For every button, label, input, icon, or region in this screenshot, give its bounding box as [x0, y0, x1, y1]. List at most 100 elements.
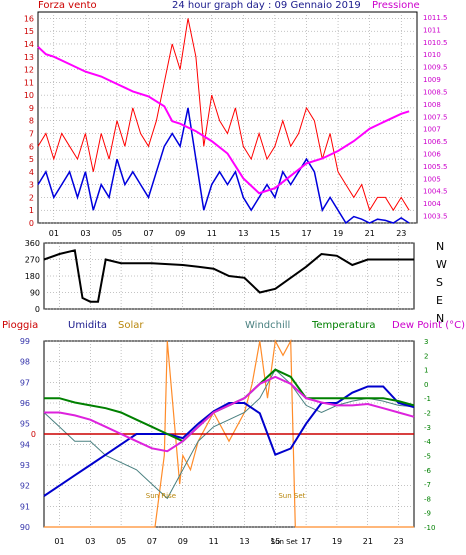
- direction-compass-E-3: E: [436, 294, 443, 307]
- weather-x-tick-05: 05: [116, 537, 126, 546]
- temperature-label: Temperatura: [312, 320, 376, 331]
- wind-y-tick-9: 9: [29, 104, 34, 113]
- temperature-y-tick--4: -4: [424, 438, 432, 446]
- pressure-y-tick-1007: 1007: [423, 126, 441, 134]
- temperature-y-tick--5: -5: [424, 452, 431, 460]
- wind-y-tick-1: 1: [29, 206, 34, 215]
- humidity-label: Umidita: [68, 320, 108, 331]
- wind-y-tick-16: 16: [24, 14, 34, 23]
- rain-y-tick-0: 0: [31, 430, 36, 439]
- humidity-y-tick-98: 98: [20, 358, 30, 367]
- pressure-y-tick-1011: 1011: [423, 26, 441, 34]
- wind-panel-frame: [37, 11, 418, 224]
- pressure-y-tick-1010.5: 1010.5: [423, 39, 448, 47]
- sun-set-label: Sun Set: [278, 492, 305, 500]
- wind-y-tick-5: 5: [29, 155, 34, 164]
- pressure-y-tick-1009: 1009: [423, 76, 441, 84]
- wind-y-tick-11: 11: [24, 78, 34, 87]
- pressure-y-tick-1003.5: 1003.5: [423, 213, 448, 221]
- temperature-y-tick--3: -3: [424, 424, 431, 432]
- pressure-y-tick-1008.5: 1008.5: [423, 88, 448, 96]
- direction-y-tick-0: 0: [35, 305, 40, 314]
- wind-y-tick-8: 8: [29, 117, 34, 126]
- wind-x-tick-23: 23: [396, 229, 406, 238]
- direction-compass-S-2: S: [436, 276, 443, 289]
- temperature-y-tick-0: 0: [424, 381, 428, 389]
- wind-y-tick-3: 3: [29, 181, 34, 190]
- direction-y-tick-360: 360: [25, 239, 40, 248]
- direction-series: [43, 249, 414, 303]
- humidity-y-tick-93: 93: [20, 461, 30, 470]
- weather-x-tick-15: 15: [270, 537, 280, 546]
- humidity-y-tick-94: 94: [20, 440, 30, 449]
- temperature-y-tick--10: -10: [424, 524, 435, 532]
- dewpoint-series: [44, 375, 415, 453]
- pressure-y-tick-1011.5: 1011.5: [423, 14, 448, 22]
- humidity-y-tick-91: 91: [20, 502, 30, 511]
- wind-y-tick-0: 0: [29, 219, 34, 228]
- wind-x-tick-09: 09: [175, 229, 185, 238]
- pressure-y-tick-1005: 1005: [423, 175, 441, 183]
- wind-y-tick-15: 15: [24, 27, 34, 36]
- direction-y-tick-180: 180: [25, 272, 40, 281]
- wind-x-tick-19: 19: [333, 229, 343, 238]
- dewpoint-label: Dew Point (°C): [392, 320, 466, 331]
- weather-x-tick-13: 13: [239, 537, 249, 546]
- weather-x-tick-01: 01: [54, 537, 64, 546]
- wind-x-tick-01: 01: [49, 229, 59, 238]
- weather-x-tick-21: 21: [363, 537, 373, 546]
- wind-x-tick-05: 05: [112, 229, 122, 238]
- weather-x-tick-19: 19: [332, 537, 342, 546]
- temperature-y-tick--6: -6: [424, 467, 432, 475]
- wind-average-series: [37, 107, 410, 225]
- humidity-y-tick-97: 97: [20, 378, 30, 387]
- wind-y-tick-4: 4: [29, 168, 34, 177]
- temperature-y-tick--7: -7: [424, 481, 431, 489]
- header-bar: Forza vento 24 hour graph day : 09 Genna…: [0, 0, 466, 12]
- humidity-series: [43, 385, 415, 497]
- humidity-y-tick-99: 99: [20, 337, 30, 346]
- wind-x-tick-13: 13: [238, 229, 248, 238]
- direction-y-tick-270: 270: [25, 256, 40, 265]
- windchill-label: Windchill: [245, 320, 291, 331]
- wind-force-label: Forza vento: [38, 0, 97, 11]
- humidity-y-tick-90: 90: [20, 523, 30, 532]
- pressure-y-tick-1005.5: 1005.5: [423, 163, 448, 171]
- pressure-y-tick-1009.5: 1009.5: [423, 64, 448, 72]
- pressure-y-tick-1004.5: 1004.5: [423, 188, 448, 196]
- solar-series: [44, 338, 414, 528]
- rain-label: Pioggia: [2, 320, 39, 331]
- wind-y-tick-14: 14: [24, 40, 34, 49]
- humidity-y-tick-92: 92: [20, 482, 30, 491]
- pressure-y-tick-1007.5: 1007.5: [423, 113, 448, 121]
- temperature-y-tick--8: -8: [424, 495, 431, 503]
- direction-y-tick-90: 90: [30, 289, 40, 298]
- direction-compass-W-1: W: [436, 258, 447, 271]
- wind-x-tick-03: 03: [80, 229, 90, 238]
- direction-compass-N-0: N: [436, 240, 444, 253]
- temperature-y-tick--2: -2: [424, 410, 431, 418]
- pressure-y-tick-1004: 1004: [423, 200, 441, 208]
- weather-x-tick-17: 17: [301, 537, 311, 546]
- sun-set-tick-label: Sun Set: [271, 538, 298, 546]
- pressure-y-tick-1006: 1006: [423, 150, 441, 158]
- weather-legend: Pioggia Umidita Solar Windchill Temperat…: [0, 319, 466, 333]
- temperature-y-tick--9: -9: [424, 510, 431, 518]
- humidity-y-tick-95: 95: [20, 420, 30, 429]
- solar-label: Solar: [118, 320, 144, 331]
- wind-y-tick-6: 6: [29, 142, 34, 151]
- wind-x-tick-07: 07: [144, 229, 154, 238]
- weather-x-tick-23: 23: [394, 537, 404, 546]
- wind-y-tick-7: 7: [29, 129, 34, 138]
- wind-x-tick-21: 21: [365, 229, 375, 238]
- pressure-series: [37, 46, 410, 195]
- wind-y-tick-13: 13: [24, 53, 34, 62]
- temperature-y-tick-1: 1: [424, 367, 428, 375]
- pressure-y-tick-1008: 1008: [423, 101, 441, 109]
- graph-title: 24 hour graph day : 09 Gennaio 2019: [172, 0, 361, 11]
- weather-x-tick-07: 07: [147, 537, 157, 546]
- wind-x-tick-11: 11: [207, 229, 217, 238]
- temperature-y-tick-2: 2: [424, 352, 428, 360]
